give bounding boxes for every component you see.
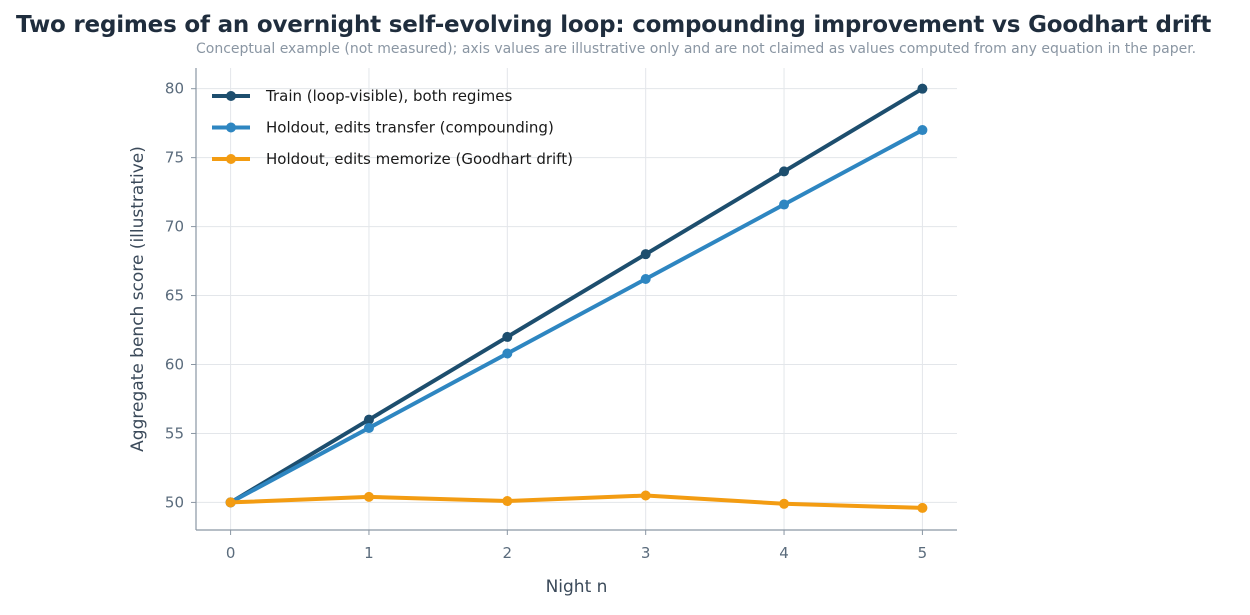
x-axis-label: Night n <box>546 577 608 597</box>
data-point <box>225 497 236 508</box>
series-1 <box>225 83 928 508</box>
data-point <box>917 502 928 513</box>
legend-label: Holdout, edits transfer (compounding) <box>266 119 554 137</box>
y-tick-label: 75 <box>165 149 184 167</box>
legend-marker <box>226 122 236 133</box>
legend-entry-3: Holdout, edits memorize (Goodhart drift) <box>212 150 573 168</box>
legend-label: Train (loop-visible), both regimes <box>265 87 512 105</box>
data-point <box>502 348 513 359</box>
x-tick-label: 4 <box>779 544 789 562</box>
y-axis-label: Aggregate bench score (illustrative) <box>128 146 148 452</box>
data-point <box>779 498 790 509</box>
data-point <box>779 199 790 210</box>
y-tick-label: 65 <box>165 287 184 305</box>
data-point <box>779 166 790 177</box>
legend-marker <box>226 91 236 101</box>
x-tick-label: 3 <box>641 544 651 562</box>
data-point <box>917 125 928 136</box>
data-point <box>502 496 513 507</box>
data-point <box>640 274 651 285</box>
data-point <box>640 249 651 260</box>
y-tick-label: 55 <box>165 424 184 442</box>
series-2 <box>225 125 928 508</box>
legend-label: Holdout, edits memorize (Goodhart drift) <box>266 150 573 168</box>
series-line <box>228 493 925 510</box>
chart-title: Two regimes of an overnight self-evolvin… <box>16 12 1212 38</box>
legend-entry-2: Holdout, edits transfer (compounding) <box>212 119 554 137</box>
chart-subtitle: Conceptual example (not measured); axis … <box>196 41 1197 57</box>
series-3 <box>225 490 928 513</box>
data-point <box>640 490 651 501</box>
series-line <box>228 128 925 505</box>
legend-marker <box>226 154 236 164</box>
x-tick-label: 1 <box>364 544 374 562</box>
data-point <box>363 422 374 433</box>
x-tick-label: 0 <box>226 544 236 562</box>
data-point <box>917 83 928 94</box>
data-point <box>502 331 513 342</box>
data-point <box>363 491 374 502</box>
series-line <box>228 86 925 505</box>
y-tick-label: 50 <box>165 493 184 511</box>
x-tick-label: 5 <box>918 544 928 562</box>
grid-lines <box>196 68 957 530</box>
y-tick-label: 70 <box>165 218 184 236</box>
legend: Train (loop-visible), both regimes Holdou… <box>212 87 573 168</box>
legend-entry-1: Train (loop-visible), both regimes <box>212 87 512 105</box>
data-point <box>363 414 374 425</box>
y-tick-label: 80 <box>165 80 184 98</box>
x-tick-label: 2 <box>503 544 513 562</box>
series-group <box>225 83 928 513</box>
y-tick-label: 60 <box>165 356 184 374</box>
